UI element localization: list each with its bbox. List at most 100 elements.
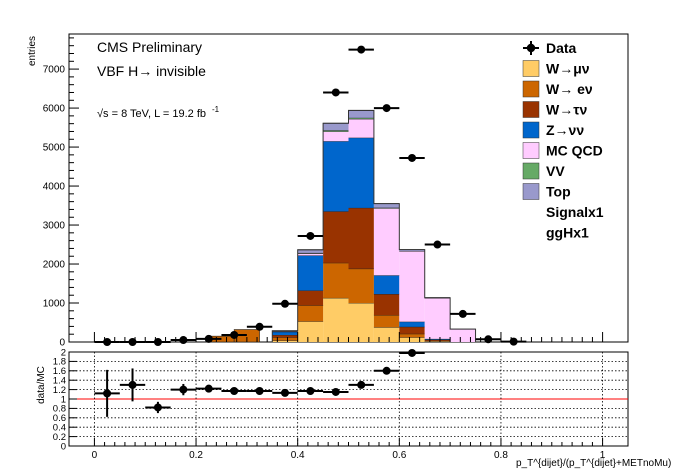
x-axis-label: p_T^{dijet}/(p_T^{dijet}+METnoMu) <box>516 458 671 469</box>
x-tick-label-1: 0.2 <box>189 450 203 461</box>
y-tick-label-6: 6000 <box>43 104 66 115</box>
ratio-grid <box>69 352 628 446</box>
ratio-y-tick-label-5: 1 <box>61 394 66 405</box>
bar-6-4 <box>373 203 400 208</box>
data-point-8 <box>306 231 315 240</box>
bar-5-3 <box>348 117 374 119</box>
legend-swatch-7 <box>522 183 540 200</box>
ratio-y-tick-label-0: 0 <box>61 441 66 452</box>
legend-swatch-6 <box>522 162 540 180</box>
bar-1-5 <box>399 333 425 338</box>
y-tick-label-4: 4000 <box>43 182 66 193</box>
ratio-point-11 <box>382 366 391 375</box>
x-tick-label-4: 0.8 <box>494 450 508 461</box>
bar-3-4 <box>373 275 400 295</box>
bar-1-0 <box>272 337 298 341</box>
data-point-7 <box>280 299 289 308</box>
bar-6-3 <box>348 110 374 118</box>
data-point-10 <box>357 45 366 54</box>
legend-label-3: W→τν <box>546 102 587 118</box>
stacked-histogram <box>208 109 477 343</box>
legend: Data W→μν W→ eν W→τν Z→νν MC QCD VV Top Signalx1… <box>522 40 604 241</box>
ratio-points <box>94 348 425 417</box>
data-point-0 <box>103 338 112 346</box>
lumi-label: √s = 8 TeV, L = 19.2 fb -1 <box>97 105 220 120</box>
ratio-axes: 00.20.40.60.811.21.41.61.820 0.2 0.4 0.6 0.8… <box>53 347 606 461</box>
bar-0-1 <box>297 321 324 342</box>
ratio-y-tick-label-2: 0.4 <box>53 423 66 434</box>
ratio-y-tick-label-7: 1.4 <box>53 376 66 387</box>
legend-swatch-3 <box>522 101 540 118</box>
bar-2-3 <box>348 207 374 269</box>
data-point-13 <box>433 240 442 249</box>
ratio-y-tick-label-6: 1.2 <box>53 385 66 396</box>
x-tick-label-5: 1 <box>600 450 606 461</box>
main-y-axis: 0 1000 2000 3000 4000 5000 6000 7000 <box>43 37 604 349</box>
data-point-4 <box>204 334 213 343</box>
ratio-y-tick-label-4: 0.8 <box>53 404 66 415</box>
bar-1-3 <box>348 268 374 304</box>
bar-0-3 <box>348 303 374 342</box>
lumi-exponent: -1 <box>212 105 220 114</box>
bar-0-5 <box>399 337 425 342</box>
legend-label-4: Z→νν <box>546 122 584 138</box>
legend-label-8: Signalx1 <box>546 204 604 220</box>
ratio-y-tick-label-3: 0.6 <box>53 413 66 424</box>
bar-4-5 <box>399 251 425 322</box>
bar-2-4 <box>373 294 400 316</box>
ratio-point-2 <box>153 403 162 412</box>
y-tick-label-7: 7000 <box>43 65 66 76</box>
ratio-y-tick-label-9: 1.8 <box>53 357 66 368</box>
data-point-9 <box>331 88 340 97</box>
bar-3-3 <box>348 137 374 208</box>
cms-preliminary-label: CMS Preliminary <box>97 39 202 55</box>
y-tick-label-5: 5000 <box>43 143 66 154</box>
ratio-y-tick-label-1: 0.2 <box>53 432 66 443</box>
bar-0-2 <box>323 297 349 342</box>
x-tick-label-0: 0 <box>92 450 98 461</box>
data-point-11 <box>382 104 391 113</box>
data-point-14 <box>458 309 467 318</box>
ratio-point-7 <box>280 388 289 397</box>
y-tick-label-2: 2000 <box>43 260 66 271</box>
bar-4-6 <box>424 297 451 339</box>
bar-0-4 <box>373 327 400 342</box>
bar-3-5 <box>399 321 425 327</box>
bar-3-0 <box>272 331 298 335</box>
y-tick-label-3: 3000 <box>43 221 66 232</box>
bar-4-7 <box>450 329 476 342</box>
bar-1-2 <box>323 262 349 298</box>
legend-label-9: ggHx1 <box>546 225 589 241</box>
legend-swatch-1 <box>522 60 540 77</box>
data-point-15 <box>484 335 493 344</box>
ratio-point-12 <box>408 348 417 357</box>
data-point-2 <box>153 338 162 346</box>
analysis-label: VBF H→ invisible <box>97 63 206 79</box>
ratio-y-tick-label-10: 2 <box>61 347 66 358</box>
bar-2-6 <box>424 339 451 341</box>
ratio-point-9 <box>331 387 340 396</box>
legend-swatch-2 <box>522 80 540 98</box>
bar-1-4 <box>373 315 400 328</box>
ratio-point-8 <box>306 387 315 396</box>
y-axis-label: entries <box>27 36 38 66</box>
y-tick-label-0: 0 <box>59 338 65 349</box>
legend-label-7: Top <box>546 184 571 200</box>
legend-label-6: VV <box>546 163 565 179</box>
bar-5-2 <box>323 130 349 132</box>
bar-6-1 <box>297 249 324 253</box>
legend-label-5: MC QCD <box>546 143 603 159</box>
bar-2-0 <box>272 334 298 338</box>
x-axis-label-text: p_T^{dijet}/(p_T^{dijet}+METnoMu) <box>516 458 671 469</box>
bar-6-2 <box>323 123 349 131</box>
ratio-point-6 <box>255 387 264 396</box>
legend-swatch-4 <box>522 121 540 139</box>
bar-3-1 <box>297 255 324 291</box>
ratio-point-0 <box>103 389 112 398</box>
bar-2-5 <box>399 326 425 334</box>
data-point-1 <box>128 338 137 346</box>
lumi-text: √s = 8 TeV, L = 19.2 fb <box>97 108 206 120</box>
stack-envelope <box>271 109 477 342</box>
bar-2-2 <box>323 211 349 263</box>
